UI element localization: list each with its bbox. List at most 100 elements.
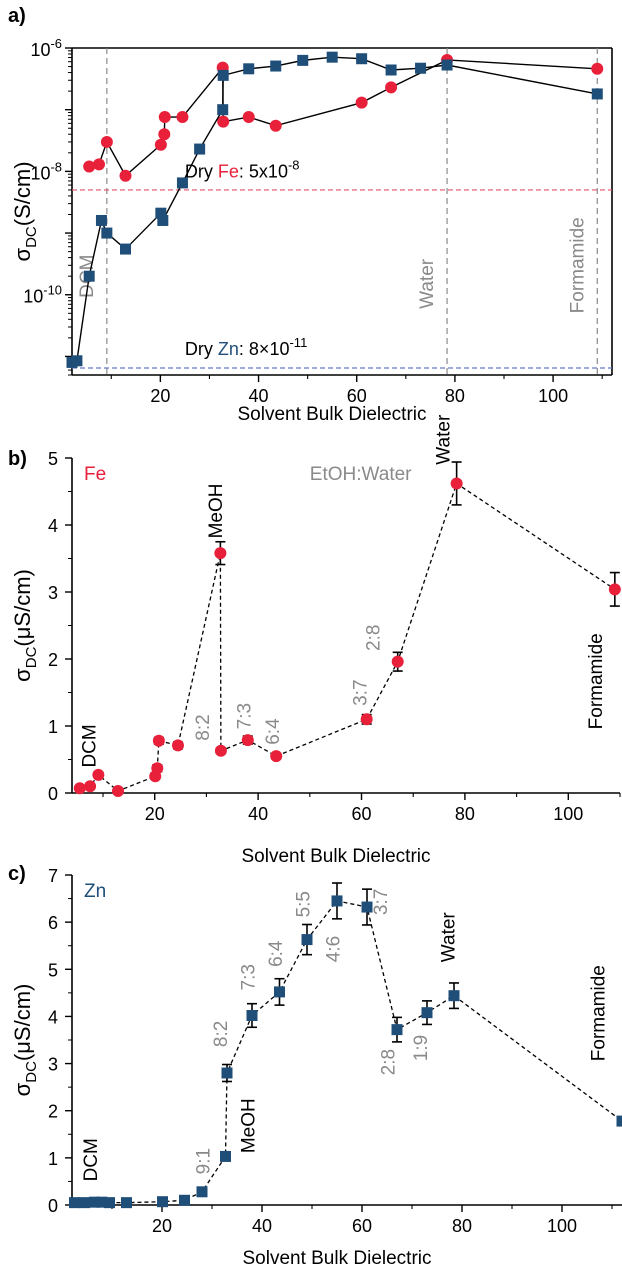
data-point	[83, 160, 96, 173]
data-point	[391, 1024, 403, 1036]
data-point	[73, 782, 86, 795]
data-point	[79, 1197, 90, 1209]
y-tick-label: 4	[48, 516, 58, 536]
data-point	[71, 355, 83, 367]
data-point	[608, 583, 621, 596]
dry-reference-label: Dry Fe: 5x10-8	[185, 157, 300, 181]
series-line	[79, 482, 616, 792]
x-axis-label: Solvent Bulk Dielectric	[241, 846, 430, 867]
point-annotation: 9:1	[194, 1148, 215, 1174]
point-annotation: 6:4	[263, 718, 284, 745]
point-annotation: 5:5	[294, 891, 315, 917]
y-tick-label: 0	[48, 1196, 58, 1216]
x-tick-label: 100	[538, 386, 568, 406]
y-axis-label-unit: (μS/cm)	[10, 984, 35, 1061]
data-point	[246, 1009, 258, 1021]
y-tick-label: 2	[48, 650, 58, 670]
y-tick-label-base: 10	[30, 40, 50, 60]
data-point	[96, 1196, 108, 1208]
data-point	[616, 1115, 622, 1127]
data-point	[415, 62, 427, 74]
data-point	[155, 207, 167, 219]
data-point	[361, 901, 373, 913]
data-point	[89, 1196, 100, 1208]
series-line	[71, 56, 598, 364]
dry-reference-label: Dry Zn: 8×10-11	[185, 335, 307, 359]
data-point	[591, 88, 603, 100]
x-axis-label: Solvent Bulk Dielectric	[237, 404, 426, 425]
data-point	[331, 895, 343, 907]
y-axis-label-unit: (μS/cm)	[10, 569, 35, 646]
point-annotation: 1:9	[411, 1035, 432, 1061]
data-point	[241, 734, 254, 747]
metal-label: Zn	[84, 881, 106, 902]
data-point	[301, 934, 313, 946]
point-annotation: 8:2	[193, 714, 214, 740]
data-point	[119, 169, 132, 182]
y-tick-label: 0	[48, 784, 58, 804]
y-tick-label: 5	[48, 960, 58, 980]
x-tick-label: 80	[455, 804, 475, 824]
data-point	[385, 64, 397, 76]
data-point	[391, 655, 404, 668]
y-axis-label-sub: DC	[23, 1061, 40, 1083]
panel-label: b)	[8, 448, 27, 470]
data-point	[360, 713, 373, 726]
vertical-line-label: Formamide	[567, 217, 588, 313]
dry-label-post: : 5x10	[239, 161, 288, 181]
y-tick-label: 10-8	[30, 159, 62, 183]
y-axis-label: σDC(S/cm)	[10, 161, 40, 261]
data-point	[112, 784, 125, 797]
x-tick-label: 20	[145, 804, 165, 824]
point-annotation: 7:3	[239, 964, 260, 990]
y-tick-label-base: 10	[30, 163, 50, 183]
y-tick-label: 10-6	[30, 36, 62, 60]
data-point	[93, 158, 105, 171]
series-line	[74, 900, 622, 1204]
data-point	[176, 177, 188, 189]
metal-label: Fe	[84, 464, 106, 485]
data-point	[151, 762, 164, 775]
data-point	[242, 111, 255, 124]
data-point	[120, 243, 132, 255]
data-point	[269, 119, 282, 132]
data-point	[171, 739, 184, 752]
data-point	[214, 744, 227, 757]
data-point	[274, 986, 285, 998]
x-tick-label: 60	[352, 1216, 372, 1236]
point-annotation: Formamide	[586, 633, 607, 729]
point-annotation: 3:7	[351, 679, 372, 705]
x-tick-label: 20	[150, 386, 170, 406]
y-axis-label-main: σ	[10, 1082, 35, 1096]
dry-label-metal: Fe	[218, 161, 239, 181]
data-point	[158, 128, 171, 141]
data-point	[270, 750, 283, 763]
data-point	[421, 1007, 433, 1019]
data-point	[196, 1186, 208, 1198]
y-tick-label: 4	[48, 1007, 58, 1027]
y-axis-label-sub: DC	[23, 646, 40, 668]
data-point	[214, 547, 227, 560]
y-axis-label-sub: DC	[23, 226, 40, 248]
data-point	[441, 59, 453, 71]
data-point	[84, 780, 97, 793]
y-tick-label: 1	[48, 1149, 58, 1169]
data-point	[158, 111, 171, 124]
y-axis-label-main: σ	[10, 668, 35, 682]
x-tick-label: 100	[553, 804, 583, 824]
y-axis-label: σDC(μS/cm)	[10, 984, 40, 1097]
chart-panel-3: c) 20 40 60 80 100 0 1 2 3 4 5 6 7 Solvent Bulk Dielec…	[8, 863, 622, 1269]
x-tick-label: 80	[445, 386, 465, 406]
y-tick-label: 7	[48, 866, 58, 886]
data-point	[220, 1150, 231, 1162]
data-point	[356, 53, 368, 65]
data-point	[326, 51, 338, 63]
data-point	[69, 1197, 80, 1209]
data-point	[104, 1197, 115, 1209]
data-point	[100, 135, 113, 148]
data-point	[157, 1196, 168, 1208]
data-point	[154, 138, 167, 151]
data-point	[243, 63, 255, 75]
panel-label: c)	[8, 863, 26, 885]
